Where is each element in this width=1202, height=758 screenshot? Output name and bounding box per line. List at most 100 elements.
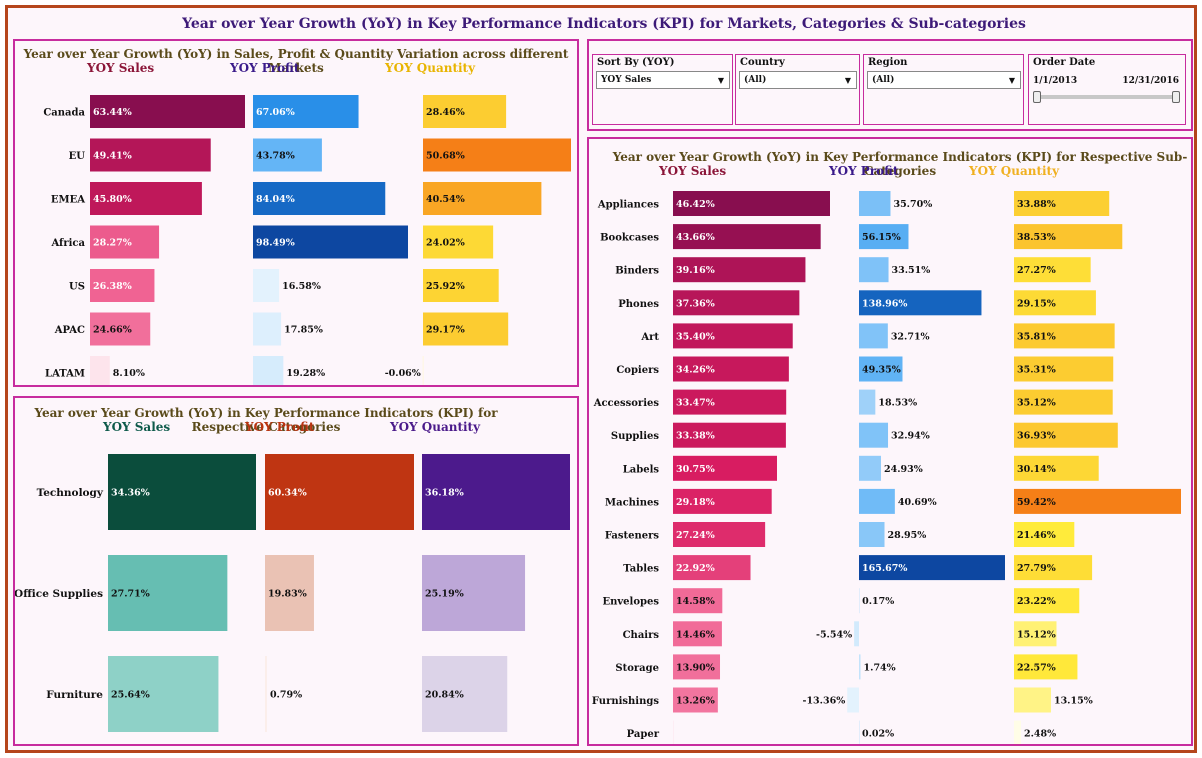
bar-yoy-quantity xyxy=(423,182,542,215)
data-label: 15.12% xyxy=(1017,629,1056,640)
bar-yoy-quantity xyxy=(1014,522,1075,547)
data-label: 8.10% xyxy=(113,368,145,379)
data-label: 34.26% xyxy=(676,365,715,376)
data-label: 46.42% xyxy=(676,199,715,210)
data-label: 63.44% xyxy=(93,107,132,118)
bar-yoy-quantity xyxy=(423,95,507,128)
data-label: 84.04% xyxy=(256,194,295,205)
bar-yoy-sales xyxy=(673,522,766,547)
bar-yoy-sales xyxy=(673,687,718,713)
row-label: Africa xyxy=(50,238,85,249)
bar-yoy-quantity xyxy=(423,269,499,302)
bar-yoy-sales xyxy=(108,555,228,631)
country-label: Country xyxy=(740,57,785,68)
data-label: 19.28% xyxy=(286,368,325,379)
bar-yoy-quantity xyxy=(422,454,570,530)
data-label: 0.79% xyxy=(270,690,302,701)
data-label: 0.02% xyxy=(862,729,894,740)
bar-yoy-quantity xyxy=(1014,654,1078,680)
bar-yoy-sales xyxy=(673,389,787,415)
data-label: 32.94% xyxy=(891,431,930,442)
markets-profit-header: YOY Profit xyxy=(230,61,300,75)
row-label: LATAM xyxy=(45,369,85,380)
country-select[interactable]: (All) ▼ xyxy=(739,71,857,89)
data-label: 35.81% xyxy=(1017,331,1056,342)
categories-panel: Year over Year Growth (YoY) in Key Perfo… xyxy=(13,396,579,746)
row-label: Technology xyxy=(37,487,104,499)
data-label: 16.58% xyxy=(282,281,321,292)
region-label: Region xyxy=(868,57,908,68)
data-label: 50.68% xyxy=(426,151,465,162)
sort-by-filter: Sort By (YOY) YOY Sales ▼ xyxy=(592,54,733,125)
categories-chart: Technology Office Supplies Furniture 34.36%… xyxy=(15,454,570,732)
data-label: 29.18% xyxy=(676,497,715,508)
subcategories-sales-header: YOY Sales xyxy=(659,164,727,178)
data-label: 33.47% xyxy=(676,398,715,409)
data-label: 13.26% xyxy=(676,696,715,707)
chevron-down-icon: ▼ xyxy=(844,75,851,85)
data-label: 40.54% xyxy=(426,194,465,205)
bar-yoy-profit xyxy=(265,555,314,631)
bar-yoy-sales xyxy=(673,621,722,647)
bar-yoy-profit xyxy=(854,621,859,647)
data-label: 165.67% xyxy=(862,563,907,574)
bar-yoy-profit xyxy=(859,720,860,744)
markets-panel: Year over Year Growth (YoY) in Sales, Pr… xyxy=(13,39,579,387)
bar-yoy-sales xyxy=(673,555,751,581)
bar-yoy-quantity xyxy=(1014,257,1091,283)
bar-yoy-profit xyxy=(253,269,280,302)
bar-yoy-sales xyxy=(90,356,110,385)
order-date-end-handle[interactable] xyxy=(1172,91,1180,103)
row-label: Furniture xyxy=(46,689,103,701)
data-label: 30.75% xyxy=(676,464,715,475)
dashboard-frame: Year over Year Growth (YoY) in Key Perfo… xyxy=(5,5,1197,753)
data-label: 0.17% xyxy=(862,596,894,607)
bar-yoy-profit xyxy=(859,588,860,614)
data-label: 23.22% xyxy=(1017,596,1056,607)
subcategories-quantity-header: YOY Quantity xyxy=(969,164,1060,178)
data-label: 25.64% xyxy=(111,690,150,701)
sort-by-label: Sort By (YOY) xyxy=(597,57,675,68)
data-label: 14.46% xyxy=(676,629,715,640)
row-label: EMEA xyxy=(51,195,85,206)
row-label: Accessories xyxy=(593,398,660,409)
row-label: Chairs xyxy=(623,630,660,641)
data-label: 1.74% xyxy=(864,662,896,673)
order-date-start: 1/1/2013 xyxy=(1033,76,1078,86)
sort-by-select[interactable]: YOY Sales ▼ xyxy=(596,71,730,89)
bar-yoy-quantity xyxy=(1014,687,1051,713)
row-label: Labels xyxy=(623,464,660,475)
bar-yoy-sales xyxy=(90,312,151,346)
region-select[interactable]: (All) ▼ xyxy=(867,71,1021,89)
categories-profit-header: YOY Profit xyxy=(245,420,315,434)
data-label: 27.27% xyxy=(1017,265,1056,276)
bar-yoy-profit xyxy=(859,323,888,349)
bar-yoy-sales xyxy=(673,455,778,481)
data-label: 33.38% xyxy=(676,431,715,442)
bar-yoy-sales xyxy=(108,454,256,530)
subcategories-chart: Appliances Bookcases Binders Phones Art Copie… xyxy=(592,191,1181,744)
order-date-end: 12/31/2016 xyxy=(1122,76,1179,86)
bar-yoy-profit xyxy=(859,191,891,216)
data-label: 40.69% xyxy=(898,497,937,508)
order-date-start-handle[interactable] xyxy=(1033,91,1041,103)
order-date-slider-track[interactable] xyxy=(1037,95,1177,99)
data-label: 33.51% xyxy=(892,265,931,276)
bar-yoy-sales xyxy=(673,323,793,349)
bar-yoy-quantity xyxy=(1014,555,1093,581)
bar-yoy-profit xyxy=(253,356,284,385)
bar-yoy-quantity xyxy=(1014,191,1110,216)
row-label: Furnishings xyxy=(592,696,659,707)
row-label: Envelopes xyxy=(602,597,659,608)
bar-yoy-sales xyxy=(673,654,721,680)
data-label: 32.71% xyxy=(891,331,930,342)
country-value: (All) xyxy=(744,75,767,85)
bar-yoy-sales xyxy=(90,269,155,302)
bar-yoy-profit xyxy=(859,290,982,316)
bar-yoy-sales xyxy=(90,225,160,259)
data-label: 38.53% xyxy=(1017,232,1056,243)
subcategories-profit-header: YOY Profit xyxy=(829,164,899,178)
data-label: 26.38% xyxy=(93,281,132,292)
bar-yoy-quantity xyxy=(1014,588,1080,614)
data-label: 43.78% xyxy=(256,151,295,162)
